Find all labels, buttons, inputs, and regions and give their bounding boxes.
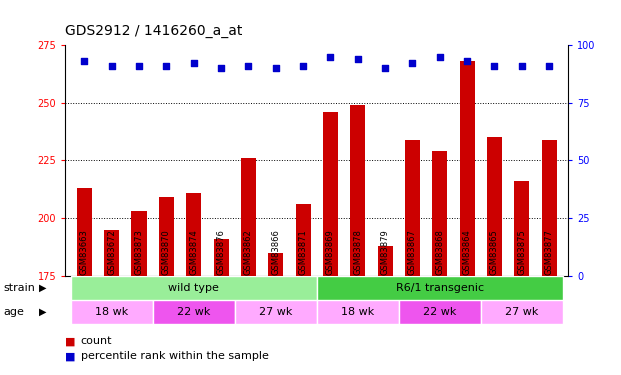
Text: GSM83865: GSM83865: [490, 230, 499, 275]
Text: GSM83877: GSM83877: [545, 230, 553, 275]
Bar: [350, 105, 365, 375]
Text: ▶: ▶: [39, 307, 47, 317]
Bar: [542, 140, 556, 375]
Bar: [77, 188, 92, 375]
Bar: [214, 239, 229, 375]
Bar: [235, 300, 317, 324]
Bar: [71, 276, 317, 300]
Point: [243, 63, 253, 69]
Bar: [432, 151, 447, 375]
Bar: [241, 158, 256, 375]
Text: 18 wk: 18 wk: [341, 307, 374, 317]
Bar: [399, 300, 481, 324]
Point: [216, 65, 226, 71]
Text: GSM83869: GSM83869: [326, 230, 335, 275]
Text: ■: ■: [65, 351, 76, 361]
Point: [325, 54, 335, 60]
Bar: [104, 230, 119, 375]
Point: [435, 54, 445, 60]
Point: [407, 60, 417, 66]
Text: GSM83864: GSM83864: [463, 230, 471, 275]
Bar: [186, 193, 201, 375]
Text: GSM83866: GSM83866: [271, 230, 280, 275]
Text: age: age: [3, 307, 24, 317]
Point: [353, 56, 363, 62]
Point: [134, 63, 144, 69]
Bar: [487, 137, 502, 375]
Text: 18 wk: 18 wk: [95, 307, 129, 317]
Text: ▶: ▶: [39, 283, 47, 293]
Text: GSM83874: GSM83874: [189, 230, 198, 275]
Text: GSM83871: GSM83871: [299, 230, 307, 275]
Point: [107, 63, 117, 69]
Text: GSM83868: GSM83868: [435, 230, 444, 275]
Text: GSM83867: GSM83867: [408, 230, 417, 275]
Bar: [159, 197, 174, 375]
Bar: [317, 300, 399, 324]
Bar: [268, 253, 283, 375]
Point: [517, 63, 527, 69]
Bar: [132, 211, 147, 375]
Text: 22 wk: 22 wk: [423, 307, 456, 317]
Bar: [481, 300, 563, 324]
Point: [189, 60, 199, 66]
Point: [298, 63, 308, 69]
Text: 27 wk: 27 wk: [259, 307, 292, 317]
Bar: [317, 276, 563, 300]
Text: GSM83876: GSM83876: [217, 230, 225, 275]
Text: wild type: wild type: [168, 283, 219, 293]
Text: GSM83875: GSM83875: [517, 230, 526, 275]
Text: GSM83879: GSM83879: [381, 230, 389, 275]
Text: count: count: [81, 336, 112, 346]
Text: GSM83862: GSM83862: [244, 230, 253, 275]
Text: GSM83672: GSM83672: [107, 230, 116, 275]
Text: 27 wk: 27 wk: [505, 307, 538, 317]
Point: [79, 58, 89, 64]
Bar: [296, 204, 310, 375]
Bar: [460, 61, 474, 375]
Point: [380, 65, 390, 71]
Text: strain: strain: [3, 283, 35, 293]
Text: GSM83663: GSM83663: [80, 230, 89, 275]
Point: [462, 58, 472, 64]
Bar: [514, 181, 529, 375]
Bar: [71, 300, 153, 324]
Bar: [405, 140, 420, 375]
Text: GSM83873: GSM83873: [135, 230, 143, 275]
Text: ■: ■: [65, 336, 76, 346]
Bar: [378, 246, 392, 375]
Point: [489, 63, 499, 69]
Bar: [323, 112, 338, 375]
Text: GSM83878: GSM83878: [353, 230, 362, 275]
Point: [544, 63, 554, 69]
Point: [271, 65, 281, 71]
Text: 22 wk: 22 wk: [177, 307, 211, 317]
Text: R6/1 transgenic: R6/1 transgenic: [396, 283, 484, 293]
Text: GDS2912 / 1416260_a_at: GDS2912 / 1416260_a_at: [65, 24, 243, 38]
Bar: [153, 300, 235, 324]
Text: percentile rank within the sample: percentile rank within the sample: [81, 351, 269, 361]
Point: [161, 63, 171, 69]
Text: GSM83870: GSM83870: [162, 230, 171, 275]
